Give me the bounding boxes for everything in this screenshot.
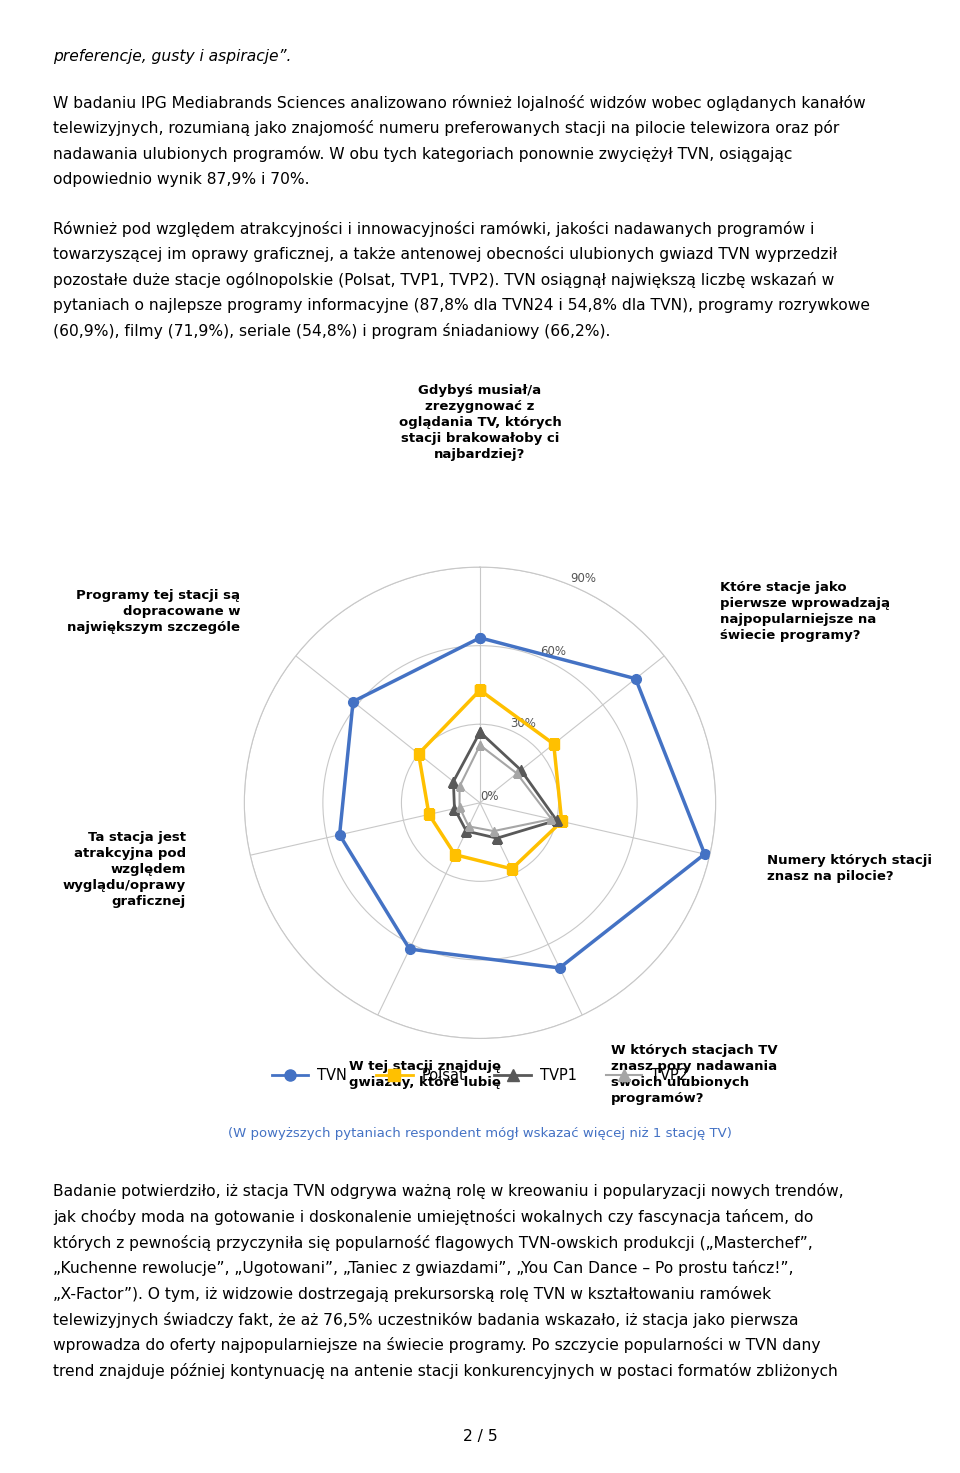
Text: pozostałe duże stacje ogólnopolskie (Polsat, TVP1, TVP2). TVN osiągnął największ: pozostałe duże stacje ogólnopolskie (Pol… <box>53 273 834 287</box>
Text: telewizyjnych świadczy fakt, że aż 76,5% uczestników badania wskazało, iż stacja: telewizyjnych świadczy fakt, że aż 76,5%… <box>53 1311 799 1327</box>
Text: W których stacjach TV
znasz pory nadawania
swoich ulubionych
programów?: W których stacjach TV znasz pory nadawan… <box>611 1044 778 1105</box>
Legend: TVN, Polsat, TVP1, TVP2: TVN, Polsat, TVP1, TVP2 <box>266 1062 694 1089</box>
Text: telewizyjnych, rozumianą jako znajomość numeru preferowanych stacji na pilocie t: telewizyjnych, rozumianą jako znajomość … <box>53 121 839 137</box>
Text: Programy tej stacji są
dopracowane w
największym szczególe: Programy tej stacji są dopracowane w naj… <box>67 589 240 635</box>
Text: jak choćby moda na gotowanie i doskonalenie umiejętności wokalnych czy fascynacj: jak choćby moda na gotowanie i doskonale… <box>53 1209 813 1226</box>
Text: pytaniach o najlepsze programy informacyjne (87,8% dla TVN24 i 54,8% dla TVN), p: pytaniach o najlepsze programy informacy… <box>53 298 870 312</box>
Text: Numery których stacji
znasz na pilocie?: Numery których stacji znasz na pilocie? <box>767 854 932 882</box>
Text: Ta stacja jest
atrakcyjna pod
względem
wyglądu/oprawy
graficznej: Ta stacja jest atrakcyjna pod względem w… <box>62 831 186 909</box>
Text: „Kuchenne rewolucje”, „Ugotowani”, „Taniec z gwiazdami”, „You Can Dance – Po pro: „Kuchenne rewolucje”, „Ugotowani”, „Tani… <box>53 1261 793 1276</box>
Text: trend znajduje później kontynuację na antenie stacji konkurencyjnych w postaci f: trend znajduje później kontynuację na an… <box>53 1363 838 1379</box>
Text: (60,9%), filmy (71,9%), seriale (54,8%) i program śniadaniowy (66,2%).: (60,9%), filmy (71,9%), seriale (54,8%) … <box>53 323 611 339</box>
Text: Które stacje jako
pierwsze wprowadzają
najpopularniejsze na
świecie programy?: Które stacje jako pierwsze wprowadzają n… <box>720 582 890 642</box>
Text: odpowiednio wynik 87,9% i 70%.: odpowiednio wynik 87,9% i 70%. <box>53 172 309 187</box>
Text: (W powyższych pytaniach respondent mógł wskazać więcej niż 1 stację TV): (W powyższych pytaniach respondent mógł … <box>228 1127 732 1140</box>
Text: W tej stacji znajduję
gwiazdy, które lubię: W tej stacji znajduję gwiazdy, które lub… <box>349 1061 501 1089</box>
Text: nadawania ulubionych programów. W obu tych kategoriach ponownie zwyciężył TVN, o: nadawania ulubionych programów. W obu ty… <box>53 146 792 162</box>
Text: 2 / 5: 2 / 5 <box>463 1429 497 1444</box>
Text: towarzyszącej im oprawy graficznej, a także antenowej obecności ulubionych gwiaz: towarzyszącej im oprawy graficznej, a ta… <box>53 246 837 262</box>
Text: „X-Factor”). O tym, iż widzowie dostrzegają prekursorską rolę TVN w kształtowani: „X-Factor”). O tym, iż widzowie dostrzeg… <box>53 1286 771 1302</box>
Text: Również pod względem atrakcyjności i innowacyjności ramówki, jakości nadawanych : Również pod względem atrakcyjności i inn… <box>53 221 814 237</box>
Text: W badaniu IPG Mediabrands Sciences analizowano również lojalność widzów wobec og: W badaniu IPG Mediabrands Sciences anali… <box>53 94 865 110</box>
Text: Badanie potwierdziło, iż stacja TVN odgrywa ważną rolę w kreowaniu i popularyzac: Badanie potwierdziło, iż stacja TVN odgr… <box>53 1183 844 1199</box>
Text: wprowadza do oferty najpopularniejsze na świecie programy. Po szczycie popularno: wprowadza do oferty najpopularniejsze na… <box>53 1337 820 1354</box>
Text: Gdybyś musiał/a
zrezygnować z
oglądania TV, których
stacji brakowałoby ci
najbar: Gdybyś musiał/a zrezygnować z oglądania … <box>398 384 562 461</box>
Text: preferencje, gusty i aspiracje”.: preferencje, gusty i aspiracje”. <box>53 49 291 63</box>
Text: których z pewnością przyczyniła się popularność flagowych TVN-owskich produkcji : których z pewnością przyczyniła się popu… <box>53 1234 812 1251</box>
